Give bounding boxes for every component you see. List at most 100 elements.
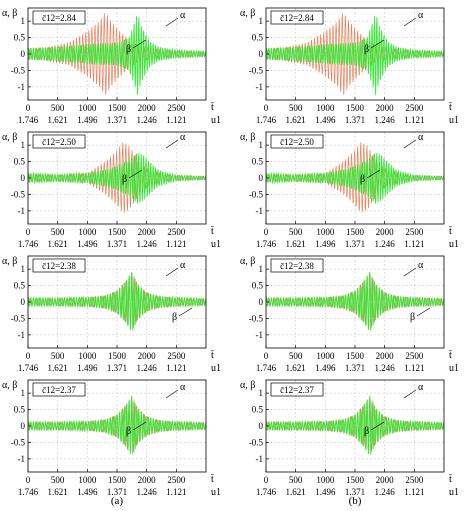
u-tick-label: 1.746 xyxy=(256,239,277,249)
u-axis-label: u1 xyxy=(449,487,459,498)
y-tick-label: 0 xyxy=(21,173,26,183)
y-tick-label: -0.5 xyxy=(11,313,26,323)
u-tick-label: 1.621 xyxy=(286,487,306,497)
x-tick-label: 2500 xyxy=(405,351,424,361)
alpha-leader-line xyxy=(165,267,179,277)
parameter-box xyxy=(270,382,324,397)
x-tick-label: 500 xyxy=(51,103,65,113)
x-tick-label: 0 xyxy=(264,475,269,485)
x-tick-label: 2000 xyxy=(138,227,157,237)
u-tick-label: 1.121 xyxy=(166,239,186,249)
x-tick-label: 1500 xyxy=(346,475,365,485)
x-tick-label: 1500 xyxy=(108,351,127,361)
chart-panel: 1 0.5 0 -0.5 -1 0 1.746 500 1.621 1000 1.496 1500 1.… xyxy=(2,7,221,126)
chart-panel: 1 0.5 0 -0.5 -1 0 1.746 500 1.621 1000 1.496 1500 1.… xyxy=(240,379,459,498)
alpha-label: α xyxy=(418,132,424,143)
parameter-box xyxy=(32,10,86,25)
parameter-box xyxy=(32,258,86,273)
beta-label: β xyxy=(364,426,369,437)
alpha-leader-line xyxy=(165,389,179,399)
beta-leader-line xyxy=(370,421,385,431)
u-tick-label: 1.621 xyxy=(286,239,306,249)
u-tick-label: 1.246 xyxy=(137,115,158,125)
y-tick-label: -1 xyxy=(18,454,26,464)
alpha-leader-line xyxy=(403,17,417,27)
u-tick-label: 1.246 xyxy=(375,487,396,497)
x-tick-label: 2000 xyxy=(138,475,157,485)
y-axis-label: α, β xyxy=(2,380,17,391)
u-tick-label: 1.746 xyxy=(256,115,277,125)
beta-label: β xyxy=(126,44,131,55)
y-tick-label: 0.5 xyxy=(252,405,264,415)
chart-panel: 1 0.5 0 -0.5 -1 0 1.746 500 1.621 1000 1.496 1500 1.… xyxy=(240,131,459,250)
y-axis-label: α, β xyxy=(2,8,17,19)
x-tick-label: 0 xyxy=(26,227,31,237)
x-tick-label: 500 xyxy=(289,475,303,485)
u-tick-label: 1.121 xyxy=(166,363,186,373)
u-tick-label: 1.621 xyxy=(48,115,68,125)
u-tick-label: 1.496 xyxy=(315,115,336,125)
x-tick-label: 500 xyxy=(51,227,65,237)
parameter-box xyxy=(270,258,324,273)
beta-label: β xyxy=(360,174,365,185)
y-tick-label: 0.5 xyxy=(14,157,26,167)
y-tick-label: 0 xyxy=(21,297,26,307)
u-tick-label: 1.371 xyxy=(345,363,365,373)
u-tick-label: 1.496 xyxy=(77,363,98,373)
parameter-box xyxy=(270,134,324,149)
y-tick-label: -1 xyxy=(18,206,26,216)
y-tick-label: 0.5 xyxy=(14,405,26,415)
y-tick-label: -0.5 xyxy=(249,65,264,75)
beta-label: β xyxy=(172,312,177,323)
u-tick-label: 1.371 xyxy=(107,487,127,497)
u-tick-label: 1.121 xyxy=(166,115,186,125)
alpha-label: α xyxy=(180,132,186,143)
beta-leader-line xyxy=(128,169,143,179)
beta-leader-line xyxy=(132,421,147,431)
u-tick-label: 1.746 xyxy=(18,363,39,373)
u-tick-label: 1.621 xyxy=(48,239,68,249)
x-tick-label: 2000 xyxy=(138,351,157,361)
x-tick-label: 500 xyxy=(289,227,303,237)
u-axis-label: u1 xyxy=(449,363,459,374)
beta-label: β xyxy=(364,44,369,55)
parameter-label: c̄12=2.37 xyxy=(280,385,314,395)
x-tick-label: 2000 xyxy=(376,475,395,485)
chart-panel: 1 0.5 0 -0.5 -1 0 1.746 500 1.621 1000 1.496 1500 1.… xyxy=(240,255,459,374)
x-axis-label: t̄ xyxy=(210,474,214,485)
alpha-label: α xyxy=(418,10,424,21)
x-tick-label: 2000 xyxy=(138,103,157,113)
beta-label: β xyxy=(410,312,415,323)
x-tick-label: 2500 xyxy=(167,475,186,485)
y-tick-label: -0.5 xyxy=(249,313,264,323)
x-tick-label: 500 xyxy=(51,475,65,485)
u-tick-label: 1.621 xyxy=(48,487,68,497)
x-tick-label: 1000 xyxy=(316,103,335,113)
y-tick-label: 1 xyxy=(259,388,264,398)
y-tick-label: 0.5 xyxy=(14,281,26,291)
parameter-box xyxy=(270,10,324,25)
parameter-label: c̄12=2.84 xyxy=(280,13,314,23)
u-tick-label: 1.496 xyxy=(77,115,98,125)
alpha-leader-line xyxy=(165,17,179,27)
chart-panel: 1 0.5 0 -0.5 -1 0 1.746 500 1.621 1000 1.496 1500 1.… xyxy=(2,131,221,250)
x-axis-label: t̄ xyxy=(210,226,214,237)
x-tick-label: 2500 xyxy=(167,103,186,113)
y-tick-label: -0.5 xyxy=(249,437,264,447)
alpha-leader-line xyxy=(403,267,417,277)
x-tick-label: 0 xyxy=(264,103,269,113)
u-tick-label: 1.371 xyxy=(107,239,127,249)
u-tick-label: 1.746 xyxy=(256,363,277,373)
u-axis-label: u1 xyxy=(211,239,221,250)
panel-caption: (a) xyxy=(111,495,124,507)
x-tick-label: 1500 xyxy=(346,351,365,361)
u-tick-label: 1.121 xyxy=(166,487,186,497)
y-tick-label: -0.5 xyxy=(249,189,264,199)
u-tick-label: 1.746 xyxy=(18,487,39,497)
y-axis-label: α, β xyxy=(240,380,255,391)
u-tick-label: 1.246 xyxy=(375,239,396,249)
y-tick-label: -1 xyxy=(256,454,264,464)
x-tick-label: 1000 xyxy=(78,103,97,113)
x-tick-label: 2000 xyxy=(376,103,395,113)
y-axis-label: α, β xyxy=(240,8,255,19)
